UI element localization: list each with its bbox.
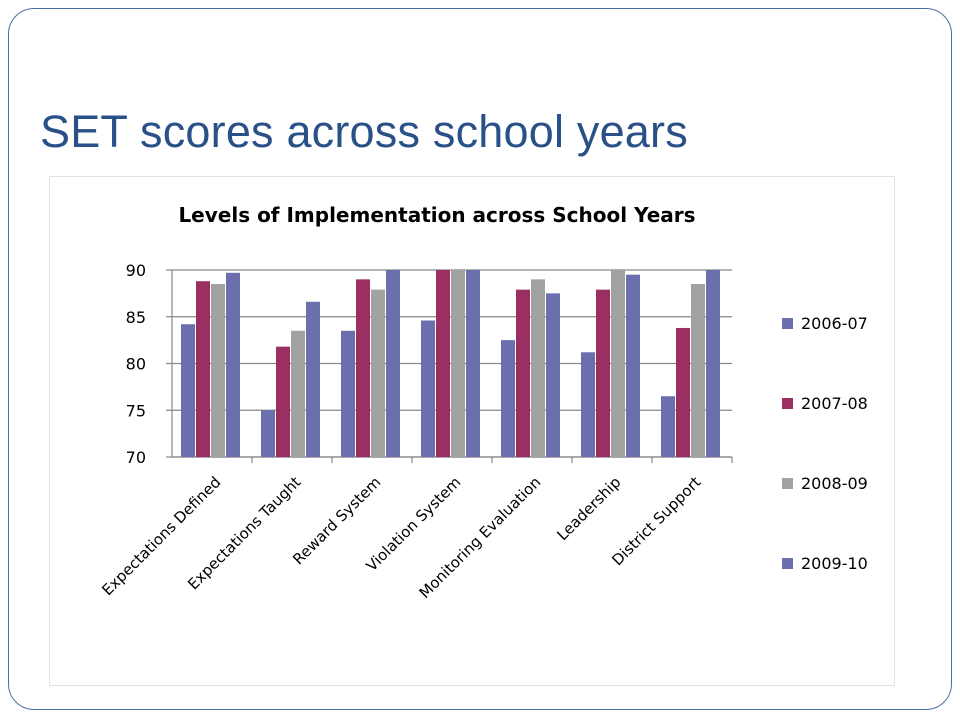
bar-2006-07 — [341, 330, 355, 457]
bar-2009-10 — [466, 270, 480, 457]
bar-2006-07 — [421, 320, 435, 457]
bar-2006-07 — [581, 352, 595, 457]
legend-label: 2009-10 — [801, 554, 868, 573]
legend-swatch — [782, 318, 793, 329]
bar-2008-09 — [291, 330, 305, 457]
y-tick-label: 70 — [126, 448, 146, 467]
bar-2006-07 — [181, 324, 195, 457]
bar-2008-09 — [531, 279, 545, 457]
legend-label: 2008-09 — [801, 474, 868, 493]
bar-2007-08 — [676, 327, 690, 457]
bar-2008-09 — [371, 289, 385, 457]
y-tick-label: 90 — [126, 261, 146, 280]
y-tick-label: 80 — [126, 355, 146, 374]
bar-2008-09 — [691, 284, 705, 457]
legend-swatch — [782, 398, 793, 409]
bar-2006-07 — [261, 410, 275, 457]
bar-2007-08 — [276, 346, 290, 457]
bar-2008-09 — [451, 270, 465, 457]
bar-2006-07 — [661, 396, 675, 457]
legend-swatch — [782, 558, 793, 569]
chart-title: Levels of Implementation across School Y… — [178, 203, 695, 227]
bar-2009-10 — [706, 270, 720, 457]
bar-2008-09 — [211, 284, 225, 457]
x-category-label: Leadership — [553, 473, 624, 544]
bar-2009-10 — [306, 301, 320, 457]
bar-2007-08 — [436, 270, 450, 457]
bar-2009-10 — [626, 274, 640, 457]
legend-swatch — [782, 478, 793, 489]
bar-2006-07 — [501, 340, 515, 457]
chart-svg: Levels of Implementation across School Y… — [98, 203, 868, 602]
y-tick-label: 75 — [126, 401, 146, 420]
bar-2009-10 — [386, 270, 400, 457]
slide-title: SET scores across school years — [40, 106, 688, 157]
bar-2009-10 — [546, 293, 560, 457]
chart-container: Levels of Implementation across School Y… — [49, 176, 895, 686]
bar-2008-09 — [611, 270, 625, 457]
bar-2007-08 — [196, 281, 210, 457]
legend-label: 2007-08 — [801, 394, 868, 413]
bar-2007-08 — [596, 289, 610, 457]
bar-2007-08 — [356, 279, 370, 457]
legend-label: 2006-07 — [801, 314, 868, 333]
y-tick-label: 85 — [126, 308, 146, 327]
bar-2009-10 — [226, 272, 240, 457]
bar-2007-08 — [516, 289, 530, 457]
